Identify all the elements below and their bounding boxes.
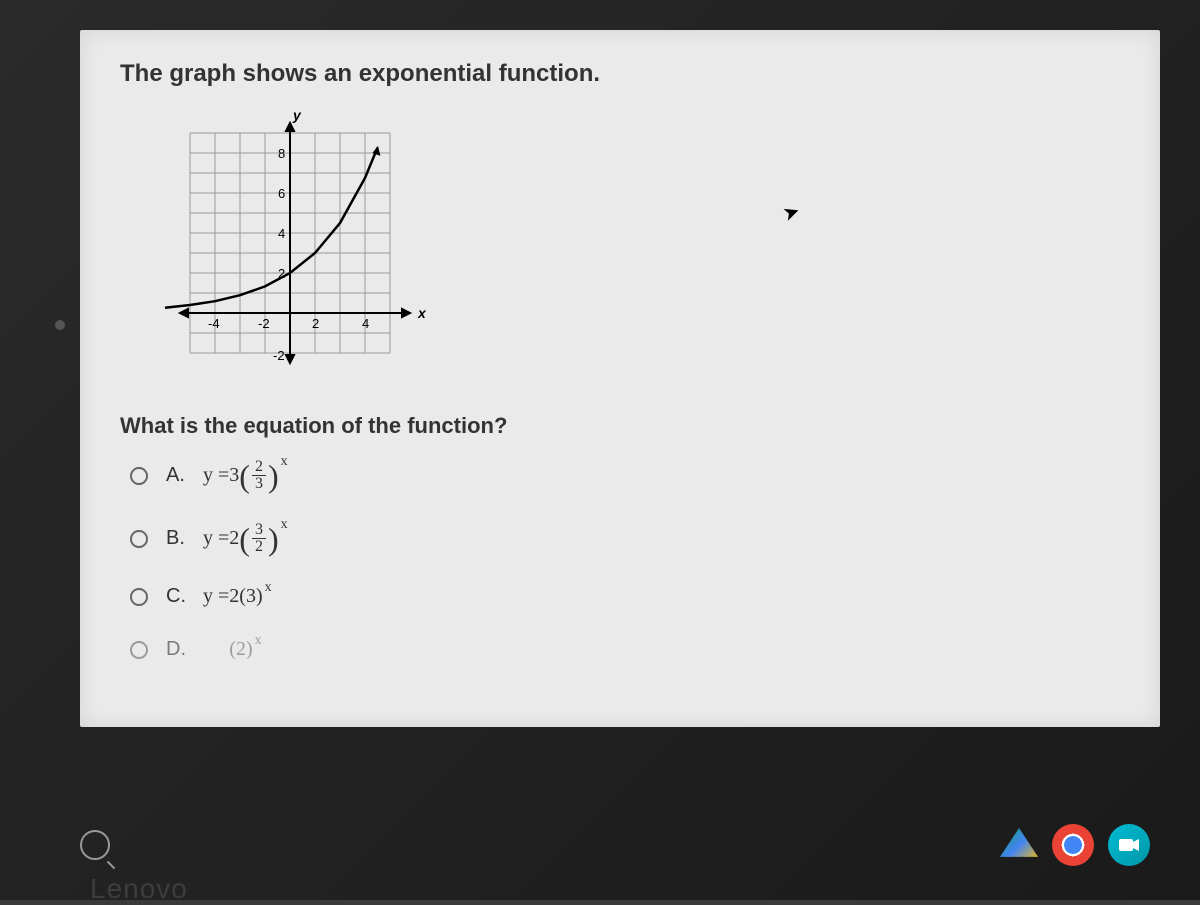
answer-label-a: A. xyxy=(166,464,191,487)
xtick-neg4: -4 xyxy=(208,316,220,331)
answer-option-c[interactable]: C. y = 2(3)x xyxy=(130,585,1120,608)
xtick-2: 2 xyxy=(312,316,319,331)
camera-icon[interactable] xyxy=(1108,824,1150,866)
xtick-neg2: -2 xyxy=(258,316,270,331)
question-prompt: What is the equation of the function? xyxy=(120,413,1120,439)
graph-svg: y x 8 6 4 2 -2 -4 -2 2 4 xyxy=(160,108,460,388)
screen-frame: The graph shows an exponential function. xyxy=(0,0,1200,900)
drive-icon[interactable] xyxy=(1000,828,1038,862)
chrome-icon[interactable] xyxy=(1052,824,1094,866)
xtick-4: 4 xyxy=(362,316,369,331)
radio-d[interactable] xyxy=(130,641,148,659)
answer-label-b: B. xyxy=(166,527,191,550)
exponential-graph: y x 8 6 4 2 -2 -4 -2 2 4 xyxy=(160,108,460,388)
radio-a[interactable] xyxy=(130,467,148,485)
search-icon[interactable] xyxy=(80,830,110,860)
ytick-8: 8 xyxy=(278,146,285,161)
answer-list: A. y = 3 ( 2 3 ) x B. xyxy=(130,459,1120,661)
curve-line xyxy=(165,148,378,308)
formula-d: y = (2)x xyxy=(203,638,262,661)
radio-b[interactable] xyxy=(130,530,148,548)
y-axis-label: y xyxy=(292,108,302,123)
taskbar-tray xyxy=(1000,824,1150,866)
answer-label-d: D. xyxy=(166,638,191,661)
formula-b: y = 2 ( 3 2 ) x xyxy=(203,522,288,555)
x-axis-label: x xyxy=(417,305,427,321)
radio-c[interactable] xyxy=(130,588,148,606)
answer-option-d[interactable]: D. y = (2)x xyxy=(130,638,1120,661)
ytick-6: 6 xyxy=(278,186,285,201)
question-title: The graph shows an exponential function. xyxy=(120,60,1120,88)
answer-option-a[interactable]: A. y = 3 ( 2 3 ) x xyxy=(130,459,1120,492)
webcam-indicator xyxy=(55,320,65,330)
formula-a: y = 3 ( 2 3 ) x xyxy=(203,459,288,492)
answer-option-b[interactable]: B. y = 2 ( 3 2 ) x xyxy=(130,522,1120,555)
answer-label-c: C. xyxy=(166,585,191,608)
formula-c: y = 2(3)x xyxy=(203,585,272,608)
cursor-icon: ➤ xyxy=(779,198,803,227)
ytick-neg2: -2 xyxy=(273,348,285,363)
laptop-brand-logo: Lenovo xyxy=(90,873,188,905)
taskbar xyxy=(0,815,1200,875)
quiz-content-area: The graph shows an exponential function. xyxy=(80,30,1160,727)
ytick-4: 4 xyxy=(278,226,285,241)
